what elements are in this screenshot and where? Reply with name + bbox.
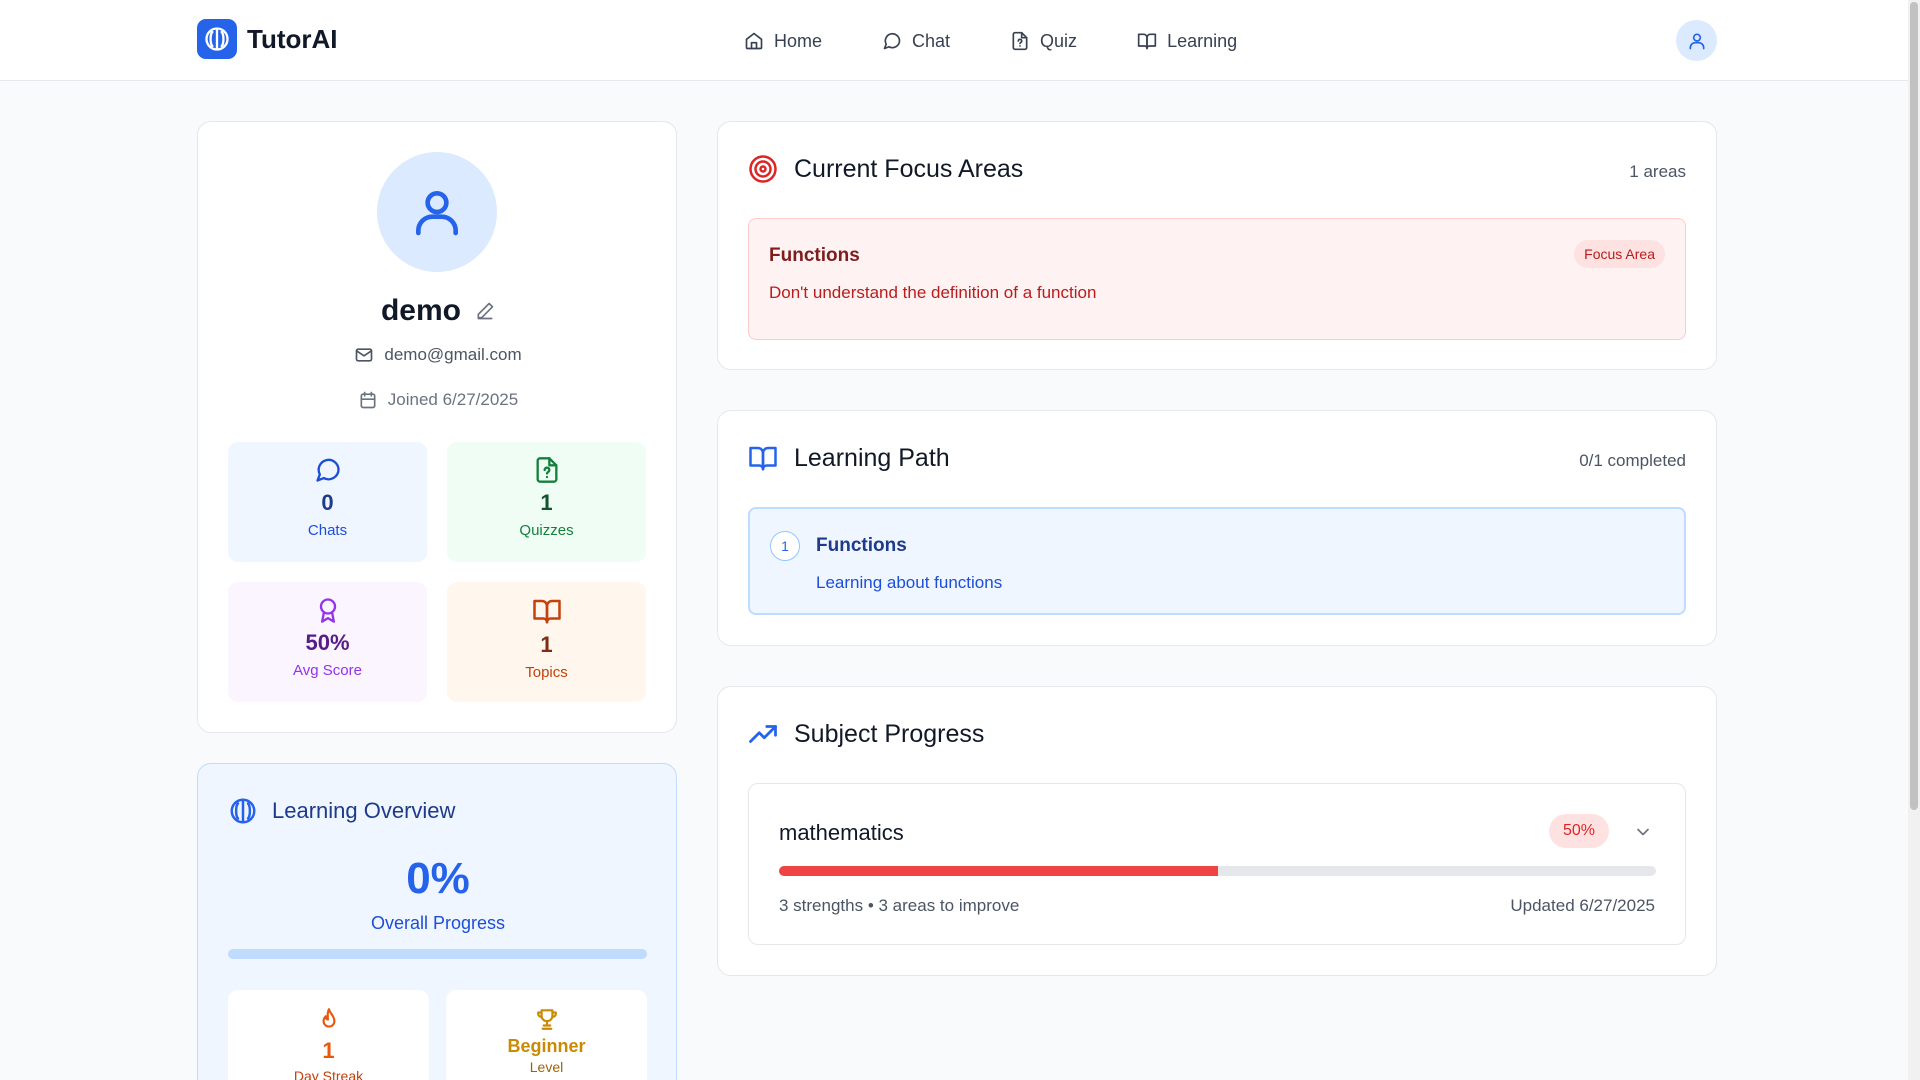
mail-icon bbox=[356, 348, 373, 362]
profile-avatar bbox=[377, 152, 497, 272]
path-step-number: 1 bbox=[770, 531, 800, 561]
book-icon bbox=[1137, 33, 1157, 50]
overall-progress-value: 0% bbox=[406, 854, 470, 903]
trophy-icon bbox=[536, 1009, 557, 1030]
focus-areas-card: Current Focus Areas 1 areas Functions Do… bbox=[717, 121, 1717, 370]
user-menu-button[interactable] bbox=[1676, 20, 1717, 61]
stat-topics-label: Topics bbox=[525, 664, 568, 681]
stat-avg-score-value: 50% bbox=[305, 630, 350, 655]
profile-joined-row: Joined 6/27/2025 bbox=[198, 390, 678, 410]
stat-topics-value: 1 bbox=[540, 632, 553, 657]
learning-overview-card: Learning Overview 0% Overall Progress 1 … bbox=[197, 763, 677, 1080]
brain-icon bbox=[230, 798, 256, 824]
stat-avg-score-label: Avg Score bbox=[293, 662, 362, 679]
flame-icon bbox=[322, 1008, 335, 1028]
subject-progress-bar bbox=[779, 866, 1656, 876]
book-icon bbox=[532, 599, 561, 624]
path-title: Learning Path bbox=[794, 443, 950, 472]
scrollbar-thumb[interactable] bbox=[1910, 2, 1918, 810]
focus-area-item[interactable]: Functions Don't understand the definitio… bbox=[748, 218, 1686, 340]
nav-label-quiz: Quiz bbox=[1040, 30, 1078, 51]
quiz-icon bbox=[536, 457, 557, 483]
nav-item-chat[interactable]: Chat bbox=[882, 28, 950, 54]
focus-title: Current Focus Areas bbox=[794, 154, 1024, 183]
edit-name-button[interactable] bbox=[475, 301, 495, 321]
learning-path-card: Learning Path 0/1 completed 1 Functions … bbox=[717, 410, 1717, 646]
level-label: Level bbox=[529, 1059, 564, 1075]
stat-chats-label: Chats bbox=[307, 522, 348, 539]
main-nav: Home Chat Quiz Learning bbox=[744, 28, 1297, 54]
focus-area-badge: Focus Area bbox=[1574, 240, 1665, 268]
brain-logo-icon bbox=[197, 19, 237, 59]
path-step-description: Learning about functions bbox=[816, 573, 1003, 592]
stat-quizzes-label: Quizzes bbox=[519, 522, 574, 539]
pencil-icon bbox=[477, 302, 494, 320]
brand[interactable]: TutorAI bbox=[197, 19, 338, 59]
streak-stat: 1 Day Streak bbox=[228, 990, 429, 1080]
chevron-down-icon bbox=[1637, 828, 1649, 836]
subject-progress-fill bbox=[779, 866, 1218, 876]
stat-quizzes: 1 Quizzes bbox=[447, 442, 646, 562]
nav-item-quiz[interactable]: Quiz bbox=[1010, 28, 1077, 54]
profile-card: demo demo@gmail.com Joined 6/27/2025 0 C… bbox=[197, 121, 677, 733]
level-value: Beginner bbox=[507, 1036, 586, 1056]
calendar-icon bbox=[360, 391, 376, 409]
expand-subject-button[interactable] bbox=[1633, 822, 1653, 847]
nav-label-home: Home bbox=[774, 30, 823, 51]
subject-summary: 3 strengths • 3 areas to improve bbox=[779, 896, 1020, 915]
nav-item-learning[interactable]: Learning bbox=[1137, 28, 1237, 54]
focus-area-description: Don't understand the definition of a fun… bbox=[769, 283, 1097, 302]
path-step-title: Functions bbox=[816, 535, 907, 556]
overall-progress-label: Overall Progress bbox=[370, 913, 506, 933]
subject-progress-title: Subject Progress bbox=[794, 719, 985, 748]
app-name: TutorAI bbox=[247, 23, 338, 54]
home-icon bbox=[745, 32, 763, 50]
subject-name: mathematics bbox=[779, 820, 904, 845]
profile-name: demo bbox=[380, 294, 461, 327]
user-icon bbox=[1689, 33, 1704, 49]
subject-item[interactable]: mathematics 50% 3 strengths • 3 areas to… bbox=[748, 783, 1686, 945]
award-icon bbox=[319, 598, 336, 623]
subject-progress-card: Subject Progress mathematics 50% 3 stren… bbox=[717, 686, 1717, 976]
chat-icon bbox=[315, 458, 340, 482]
stat-topics: 1 Topics bbox=[447, 582, 646, 702]
user-icon bbox=[416, 191, 458, 236]
quiz-icon bbox=[1012, 31, 1028, 51]
stat-quizzes-value: 1 bbox=[540, 490, 553, 515]
overview-title-row: Learning Overview bbox=[228, 796, 455, 826]
profile-name-row: demo bbox=[198, 294, 678, 328]
focus-title-row: Current Focus Areas bbox=[748, 154, 1023, 184]
overview-title: Learning Overview bbox=[272, 798, 456, 823]
chat-icon bbox=[883, 32, 901, 50]
level-stat: Beginner Level bbox=[446, 990, 647, 1080]
page-scrollbar[interactable] bbox=[1908, 0, 1920, 1080]
focus-area-title: Functions bbox=[769, 245, 860, 266]
nav-item-home[interactable]: Home bbox=[744, 28, 822, 54]
profile-joined: Joined 6/27/2025 bbox=[387, 390, 519, 409]
nav-label-chat: Chat bbox=[912, 30, 951, 51]
subject-percent-badge: 50% bbox=[1549, 814, 1610, 848]
path-title-row: Learning Path bbox=[748, 443, 950, 473]
nav-label-learning: Learning bbox=[1167, 30, 1238, 51]
target-icon bbox=[749, 155, 777, 183]
stat-chats: 0 Chats bbox=[228, 442, 427, 562]
stat-chats-value: 0 bbox=[321, 490, 334, 515]
book-icon bbox=[749, 446, 777, 471]
top-navigation-bar: TutorAI Home Chat Quiz bbox=[0, 0, 1908, 81]
stat-avg-score: 50% Avg Score bbox=[228, 582, 427, 702]
trending-up-icon bbox=[749, 725, 777, 743]
streak-value: 1 bbox=[322, 1038, 335, 1063]
learning-path-item[interactable]: 1 Functions Learning about functions bbox=[748, 507, 1686, 615]
profile-email-row: demo@gmail.com bbox=[198, 345, 678, 365]
subject-progress-title-row: Subject Progress bbox=[748, 719, 984, 749]
focus-count: 1 areas bbox=[1629, 162, 1686, 181]
profile-email: demo@gmail.com bbox=[384, 345, 522, 364]
overall-progress-bar bbox=[228, 949, 647, 959]
streak-label: Day Streak bbox=[293, 1068, 364, 1080]
path-count: 0/1 completed bbox=[1579, 451, 1686, 470]
subject-updated: Updated 6/27/2025 bbox=[1510, 896, 1655, 915]
